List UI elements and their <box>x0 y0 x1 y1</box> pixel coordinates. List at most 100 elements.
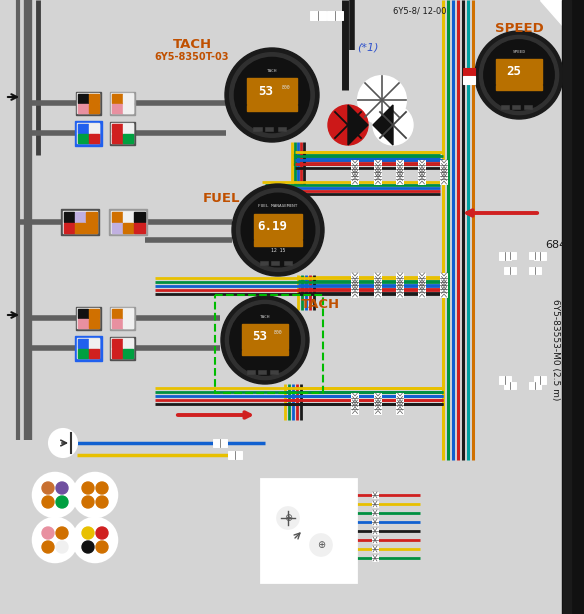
Bar <box>440 167 447 177</box>
Bar <box>75 91 100 114</box>
Text: 684: 684 <box>545 240 566 250</box>
Bar <box>419 171 426 181</box>
Bar <box>327 10 343 20</box>
Bar <box>134 211 144 222</box>
Bar <box>75 335 102 360</box>
Bar <box>78 133 88 142</box>
Text: SPEED: SPEED <box>512 50 526 54</box>
Bar <box>78 93 88 103</box>
Bar <box>374 273 381 283</box>
Bar <box>463 68 475 76</box>
Bar <box>502 105 509 109</box>
Bar <box>397 276 404 287</box>
Bar <box>374 284 381 293</box>
Circle shape <box>277 507 299 529</box>
Text: TACH: TACH <box>172 38 211 51</box>
Bar <box>77 93 99 113</box>
Bar <box>440 284 447 293</box>
Bar <box>372 555 378 561</box>
Bar <box>374 287 381 297</box>
Bar <box>352 400 359 410</box>
Bar <box>397 287 404 297</box>
Bar <box>352 167 359 177</box>
Circle shape <box>479 36 559 115</box>
Text: 6Y5-83553-M0 (2.5 m): 6Y5-83553-M0 (2.5 m) <box>551 299 561 401</box>
Bar <box>89 93 99 103</box>
Bar <box>397 400 404 410</box>
Bar <box>134 222 144 233</box>
Bar <box>111 123 133 143</box>
Circle shape <box>232 184 324 276</box>
Text: 800: 800 <box>274 330 282 335</box>
Bar <box>277 127 286 131</box>
Bar <box>123 222 133 233</box>
Bar <box>397 397 404 406</box>
Bar <box>123 338 133 348</box>
Text: FUEL MANAGEMENT: FUEL MANAGEMENT <box>258 204 298 208</box>
Bar <box>253 127 262 131</box>
Text: 6Y5-8/ 12-00: 6Y5-8/ 12-00 <box>393 6 447 15</box>
Bar <box>123 211 133 222</box>
Bar <box>372 510 378 516</box>
Bar <box>89 308 99 317</box>
Bar <box>78 319 88 327</box>
Bar <box>112 123 121 133</box>
Bar <box>112 222 122 233</box>
Text: 53: 53 <box>252 330 267 343</box>
Circle shape <box>475 31 563 119</box>
Bar <box>310 10 326 20</box>
Circle shape <box>237 188 319 271</box>
Bar <box>75 222 85 233</box>
Bar <box>440 287 447 297</box>
Circle shape <box>56 482 68 494</box>
Circle shape <box>225 48 319 142</box>
Bar <box>352 171 359 181</box>
Bar <box>440 273 447 283</box>
Bar <box>112 338 121 348</box>
Bar <box>397 167 404 177</box>
Bar <box>228 451 242 459</box>
Bar <box>78 349 88 357</box>
Bar <box>372 546 378 552</box>
Bar <box>265 127 273 131</box>
Circle shape <box>73 473 117 517</box>
Bar <box>440 163 447 174</box>
Bar <box>109 209 147 235</box>
Bar <box>260 262 268 265</box>
Text: 6Y5-8350T-03: 6Y5-8350T-03 <box>155 52 230 62</box>
Bar <box>529 266 541 273</box>
Bar <box>504 252 516 258</box>
Bar <box>374 160 381 170</box>
Bar <box>372 501 378 507</box>
Bar <box>352 397 359 406</box>
Bar <box>77 338 99 358</box>
Text: 53: 53 <box>259 85 273 98</box>
Polygon shape <box>348 105 368 145</box>
Bar <box>112 349 121 357</box>
Bar <box>397 163 404 174</box>
Bar <box>397 273 404 283</box>
Bar <box>397 174 404 184</box>
Circle shape <box>42 482 54 494</box>
Bar <box>352 284 359 293</box>
Bar <box>504 381 516 389</box>
Bar <box>75 306 100 330</box>
Circle shape <box>225 300 305 379</box>
Bar <box>89 133 99 142</box>
Circle shape <box>230 53 314 138</box>
Bar <box>123 123 133 133</box>
Bar <box>374 397 381 406</box>
Bar <box>496 60 542 84</box>
Text: 12 15: 12 15 <box>271 247 285 252</box>
Bar <box>419 280 426 290</box>
Bar <box>248 105 297 111</box>
Text: FUEL: FUEL <box>203 192 241 205</box>
Bar <box>374 163 381 174</box>
Bar <box>270 370 278 374</box>
Circle shape <box>33 473 77 517</box>
Bar <box>111 211 145 233</box>
Text: ⊕: ⊕ <box>284 513 292 523</box>
Bar <box>419 273 426 283</box>
Bar <box>64 222 74 233</box>
Bar <box>213 439 227 447</box>
